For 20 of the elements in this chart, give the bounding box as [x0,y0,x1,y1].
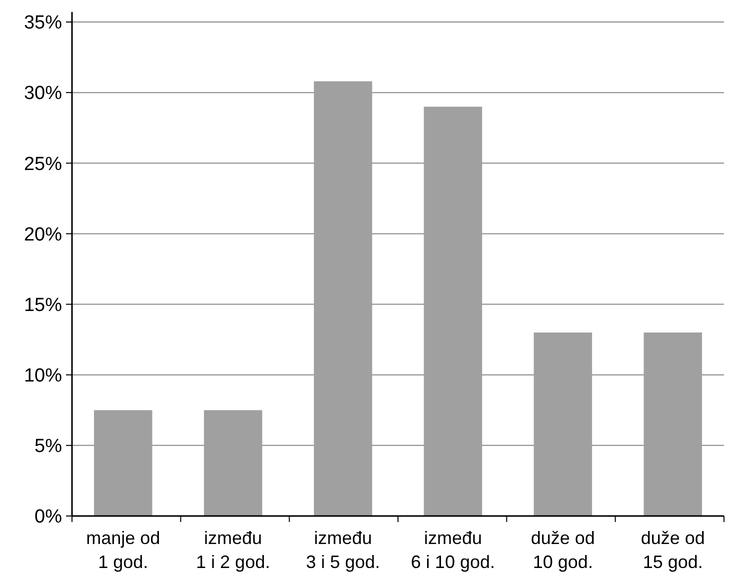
bar [94,410,152,516]
y-tick-label: 0% [34,506,62,528]
y-tick-label: 25% [24,154,62,175]
x-tick-label: između 1 i 2 god. [196,528,270,572]
bar [644,332,702,516]
y-tick-label: 5% [34,436,62,458]
x-tick-label: između 6 i 10 god. [410,528,496,572]
y-tick-label: 10% [24,366,62,387]
bar [534,332,592,516]
x-tick-label: duže od 10 god. [530,528,595,572]
x-tick-label: manje od 1 god. [86,528,160,572]
bar [314,81,372,516]
y-tick-label: 30% [24,83,62,104]
bar [204,410,262,516]
x-tick-label: između 3 i 5 god. [306,528,380,572]
y-tick-label: 35% [24,12,62,34]
x-tick-label: duže od 15 god. [640,528,705,572]
y-tick-label: 15% [24,294,62,316]
y-tick-label: 20% [24,224,62,246]
bar [424,106,482,516]
